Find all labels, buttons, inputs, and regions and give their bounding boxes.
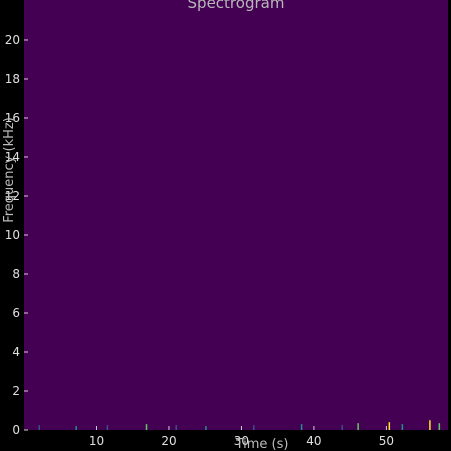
energy-mark: [401, 424, 404, 430]
energy-mark: [341, 425, 343, 430]
energy-mark: [145, 424, 148, 430]
spectrogram-plot-area: [24, 0, 448, 430]
energy-mark: [205, 426, 207, 430]
x-tick-label: 40: [306, 434, 321, 448]
y-tick-label: 20: [5, 33, 20, 47]
y-tick-label: 18: [5, 72, 20, 86]
energy-mark: [438, 423, 441, 430]
x-tick-label: 50: [379, 434, 394, 448]
x-axis-label: Time (s): [235, 437, 289, 451]
x-tick-label: 20: [161, 434, 176, 448]
y-axis-label: Frequency (kHz): [2, 117, 17, 223]
y-tick-label: 8: [12, 267, 20, 281]
y-axis-ticks: 0 2 4 6 8 10 12 14 16 18 20: [5, 33, 28, 437]
energy-mark: [75, 426, 77, 430]
y-tick-label: 0: [12, 423, 20, 437]
y-tick-label: 16: [5, 111, 20, 125]
y-tick-label: 10: [5, 228, 20, 242]
chart-title: Spectrogram: [188, 0, 285, 12]
energy-mark: [175, 425, 177, 430]
energy-mark: [357, 423, 359, 430]
y-tick-label: 12: [5, 189, 20, 203]
energy-marks: [38, 420, 441, 430]
y-tick-label: 6: [12, 306, 20, 320]
y-tick-label: 14: [5, 150, 20, 164]
y-tick-label: 4: [12, 345, 20, 359]
energy-mark: [38, 425, 40, 430]
energy-mark: [429, 420, 431, 430]
energy-mark: [300, 424, 303, 430]
energy-mark: [388, 422, 391, 430]
x-tick-label: 10: [89, 434, 104, 448]
x-tick-label: 30: [234, 434, 249, 448]
energy-mark: [253, 425, 255, 430]
y-tick-label: 2: [12, 384, 20, 398]
energy-mark: [106, 425, 109, 430]
x-axis-ticks: 10 20 30 40 50: [89, 426, 394, 448]
